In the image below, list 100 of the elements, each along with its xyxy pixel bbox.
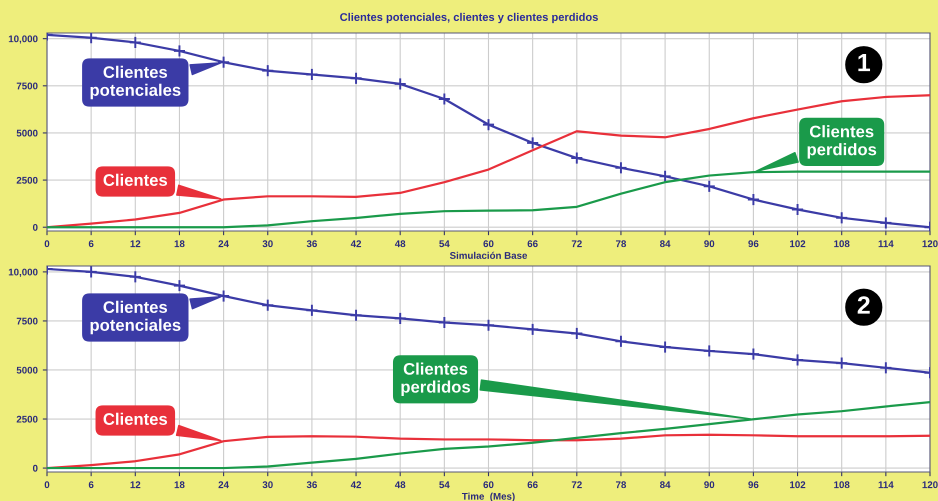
x-tick-label: 48	[394, 240, 406, 248]
y-tick-label: 10,000	[8, 268, 38, 277]
x-tick-label: 102	[790, 481, 806, 488]
point	[835, 211, 848, 224]
x-tick-label: 60	[483, 481, 494, 488]
x-tick-label: 114	[878, 481, 894, 488]
x-tick-label: 102	[790, 240, 806, 248]
point	[172, 44, 186, 58]
annotation: 2	[858, 296, 870, 314]
x-tick-label: 0	[44, 481, 50, 488]
point	[526, 136, 540, 150]
point	[746, 348, 760, 361]
x-tick-label: 120	[922, 481, 938, 488]
text: Clientes perdidos	[401, 362, 470, 396]
point	[526, 322, 540, 336]
x-tick-label: 6	[88, 481, 94, 488]
x-tick-label: 6	[88, 240, 94, 248]
y-tick-label: 0	[32, 224, 38, 231]
y-tick-label: 0	[32, 464, 38, 472]
series-label: Clientes perdidos	[808, 125, 876, 159]
x-tick-label: 90	[704, 481, 714, 488]
x-tick-label: 78	[616, 481, 626, 488]
point	[570, 326, 584, 340]
point	[702, 344, 716, 358]
x-tick-label: 24	[218, 240, 229, 248]
x-tick-label: 54	[439, 240, 450, 248]
point	[84, 33, 98, 44]
x-tick-label: 66	[528, 481, 538, 488]
x-tick-label: 42	[350, 481, 362, 488]
point	[746, 192, 760, 206]
y-tick-label: 2500	[16, 176, 38, 184]
point	[438, 316, 451, 330]
point	[614, 334, 628, 348]
point	[84, 266, 98, 278]
y-tick-label: 10,000	[8, 35, 38, 44]
y-tick-label: 7500	[16, 82, 38, 90]
x-tick-label: 72	[572, 481, 582, 488]
series-label: Clientes	[104, 412, 168, 425]
x-tick-label: 54	[439, 481, 450, 488]
x-tick-label: 30	[262, 240, 273, 248]
point	[791, 202, 804, 216]
x-tick-label: 84	[660, 481, 670, 488]
annotation: 1	[858, 54, 870, 72]
point	[172, 279, 186, 292]
x-tick-label: 96	[748, 481, 758, 488]
point	[879, 361, 892, 374]
point	[570, 151, 584, 165]
point	[350, 308, 363, 322]
point	[879, 216, 892, 230]
x-tick-label: 12	[130, 481, 140, 488]
x-tick-label: 30	[262, 481, 273, 488]
point	[835, 356, 848, 370]
x-tick-label: 60	[483, 240, 494, 248]
x-tick-label: 42	[350, 240, 362, 248]
x-tick-label: 36	[306, 481, 317, 488]
x-tick-label: 18	[174, 481, 185, 488]
legend-label: Clientes potenciales	[90, 300, 180, 334]
point	[791, 353, 804, 367]
line-series	[47, 33, 930, 231]
x-tick-label: 78	[616, 240, 626, 248]
point	[614, 161, 628, 174]
x-tick-label: 90	[704, 240, 714, 248]
x-tick-label: 84	[660, 240, 670, 248]
point	[305, 304, 318, 317]
point	[350, 72, 363, 85]
point	[394, 77, 407, 90]
point	[128, 36, 142, 49]
point	[394, 312, 407, 325]
x-tick-label: 114	[878, 240, 894, 248]
x-tick-label: 36	[306, 240, 317, 248]
point	[217, 56, 230, 69]
x-tick-label: 66	[528, 240, 538, 248]
y-tick-label: 2500	[16, 416, 38, 423]
x-tick-label: 48	[394, 481, 406, 488]
point	[261, 64, 274, 78]
point	[261, 298, 274, 312]
chart-title: Clientes potenciales, clientes y clientes perdidos	[340, 12, 598, 24]
legend-label: Clientes potenciales	[90, 66, 180, 100]
point	[438, 92, 451, 106]
point	[128, 270, 142, 284]
x-tick-label: 120	[922, 240, 938, 248]
point	[217, 289, 230, 303]
y-tick-label: 7500	[16, 318, 38, 325]
x-tick-label: 0	[44, 240, 50, 248]
point	[482, 118, 496, 132]
x-tick-label: 96	[748, 240, 758, 248]
x-tick-label: 24	[218, 481, 229, 488]
y-tick-label: 5000	[16, 366, 38, 374]
point	[702, 180, 716, 193]
y-tick-label: 5000	[16, 130, 38, 137]
x-tick-label: 18	[174, 240, 185, 248]
x-tick-label: 108	[834, 240, 850, 248]
point	[658, 340, 672, 354]
point	[658, 170, 672, 183]
x-tick-label: 108	[834, 481, 850, 488]
series-label: Clientes	[104, 174, 168, 186]
x-tick-label: 12	[130, 240, 140, 248]
point	[482, 318, 496, 332]
point	[305, 68, 318, 82]
x-axis-title: Simulación Base	[450, 252, 528, 259]
